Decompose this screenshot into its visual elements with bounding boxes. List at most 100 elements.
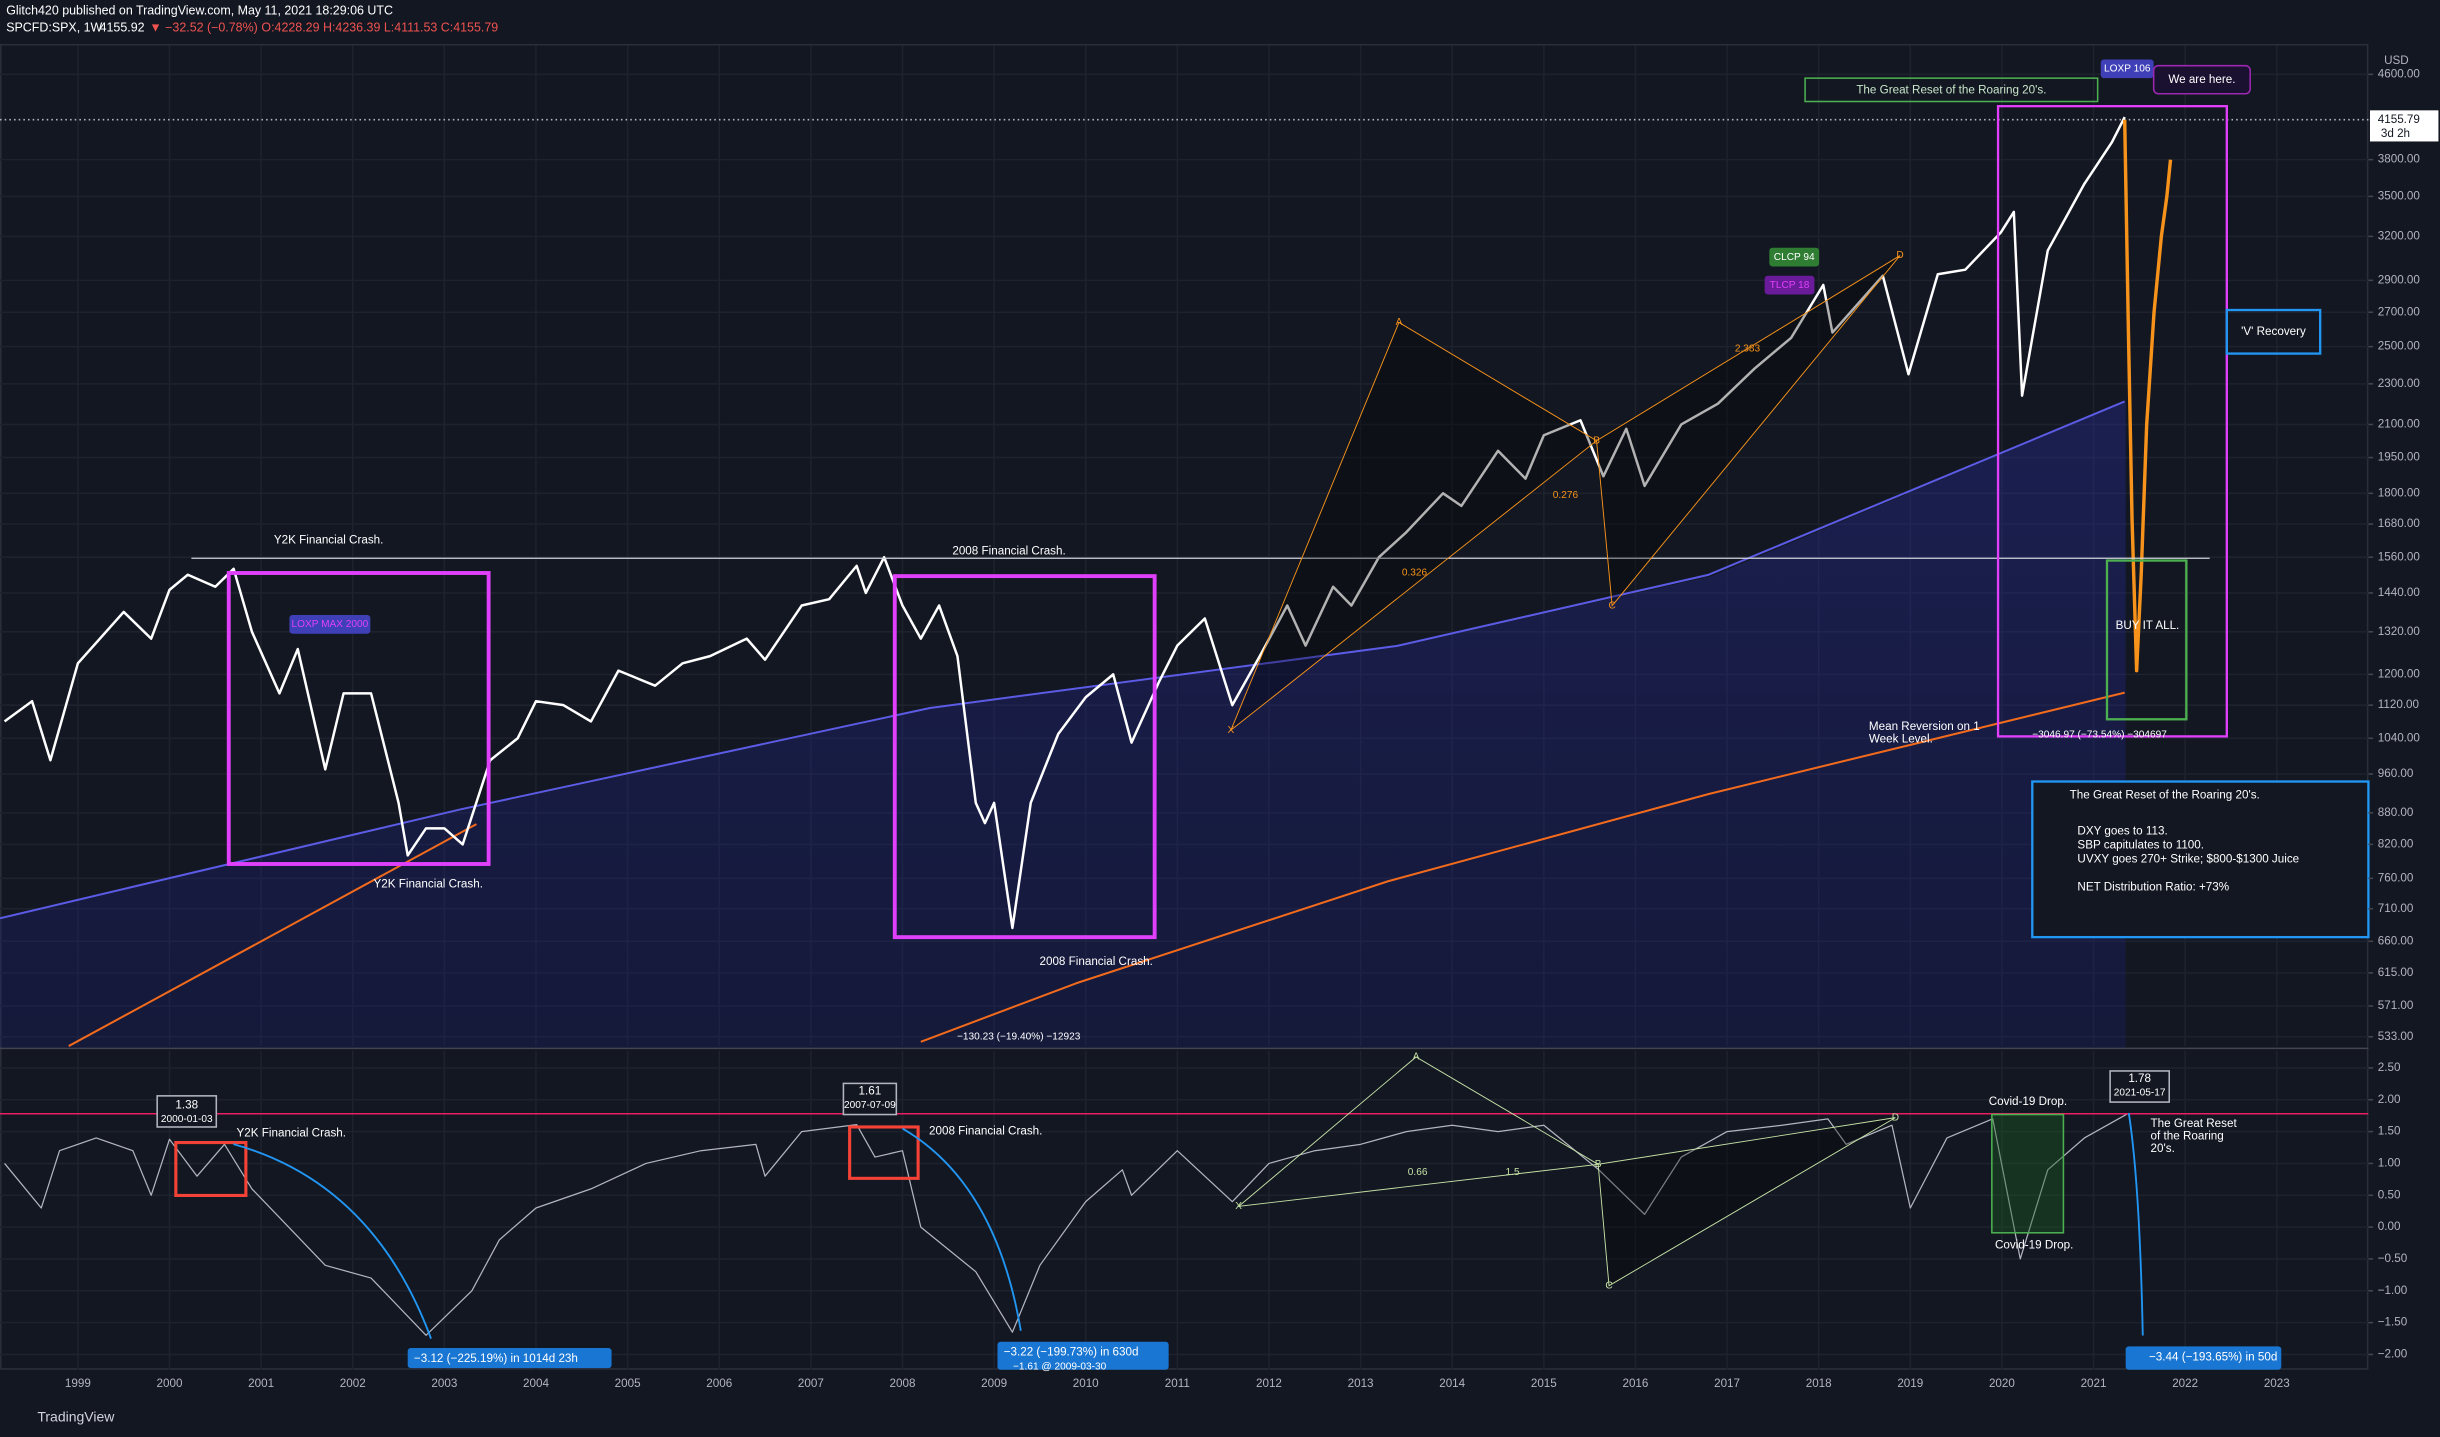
y-tick-label: 1320.00: [2378, 625, 2421, 638]
arc-1: [233, 1143, 432, 1339]
info-line: NET Distribution Ratio: +73%: [2077, 880, 2229, 893]
osc-grid: [0, 1067, 2369, 1356]
annotation: 2008 Financial Crash.: [952, 544, 1065, 557]
loxp-box: [289, 615, 371, 634]
annotation: 'V' Recovery: [2241, 325, 2306, 338]
annotation: B: [1595, 1159, 1602, 1170]
info-line: DXY goes to 113.: [2077, 824, 2167, 837]
peak2-box: [842, 1082, 898, 1116]
y-tick-label: −0.50: [2378, 1252, 2408, 1265]
y-tick-label: 1.50: [2378, 1125, 2401, 1138]
annotation: 1.38: [175, 1098, 198, 1111]
crash2008-box: [892, 574, 1157, 940]
x-tick-label: 2011: [1165, 1377, 1190, 1390]
y-tick-label: 3500.00: [2378, 189, 2421, 202]
annotation: We are here.: [2168, 73, 2235, 86]
annotation: 1.5: [1506, 1167, 1520, 1178]
y-tick-label: 2100.00: [2378, 418, 2421, 431]
annotation: Covid-19 Drop.: [1989, 1095, 2067, 1108]
annotation: C: [1608, 600, 1615, 611]
y-tick-label: 960.00: [2378, 767, 2414, 780]
osc-harmonic-2: [1597, 1117, 1896, 1287]
x-tick-label: 2009: [981, 1377, 1007, 1390]
y-tick-label: 880.00: [2378, 806, 2414, 819]
y-tick-label: 1680.00: [2378, 517, 2421, 530]
osc-box-2: [848, 1125, 920, 1180]
y-tick-label: 1200.00: [2378, 667, 2421, 680]
annotation: 0.276: [1553, 490, 1579, 501]
x-tick-label: 2010: [1073, 1377, 1099, 1390]
frame: [0, 43, 2369, 1370]
y-tick-label: 1560.00: [2378, 550, 2421, 563]
y-tick-label: −1.00: [2378, 1284, 2408, 1297]
y-tick-label: 2700.00: [2378, 305, 2421, 318]
info-title: The Great Reset of the Roaring 20's.: [2070, 789, 2260, 802]
countdown: 3d 2h: [2381, 127, 2410, 140]
x-tick-label: 2019: [1897, 1377, 1923, 1390]
annotation: Y2K Financial Crash.: [237, 1126, 347, 1139]
drop2-box: [997, 1341, 1169, 1370]
annotation: −3.22 (−199.73%) in 630d: [1004, 1346, 1139, 1359]
y-tick-label: 2500.00: [2378, 340, 2421, 353]
overlay-line: [0, 400, 2126, 920]
x-tick-label: 2021: [2081, 1377, 2107, 1390]
x-tick-label: 2016: [1622, 1377, 1648, 1390]
annotation: Y2K Financial Crash.: [274, 533, 383, 546]
y-tick-label: 615.00: [2378, 966, 2414, 979]
last-price-label: 4155.79: [2378, 113, 2420, 126]
annotation: D: [1896, 250, 1903, 261]
y-tick-label: 660.00: [2378, 934, 2414, 947]
info-line: UVXY goes 270+ Strike; $800-$1300 Juice: [2077, 852, 2299, 865]
y-tick-label: 0.50: [2378, 1188, 2401, 1201]
y2k-box: [226, 571, 491, 866]
annotation: LOXP MAX 2000: [291, 619, 368, 630]
x-tick-label: 2004: [523, 1377, 549, 1390]
peak3-box: [2109, 1070, 2171, 1103]
annotation: 2008 Financial Crash.: [929, 1125, 1042, 1138]
harmonic-1: [1229, 321, 1598, 732]
x-tick-label: 2020: [1989, 1377, 2015, 1390]
currency: USD: [2384, 54, 2409, 67]
x-tick-label: 2007: [798, 1377, 824, 1390]
annotation: 1.61: [859, 1084, 882, 1097]
annotation: 2.383: [1735, 344, 1761, 355]
overlay-line: [920, 691, 2125, 1043]
tlcp-box: [1764, 275, 1815, 295]
annotation: −3.12 (−225.19%) in 1014d 23h: [414, 1352, 578, 1365]
clcp-box: [1769, 247, 1820, 267]
price-line: [3, 116, 2126, 930]
x-tick-label: 2023: [2264, 1377, 2290, 1390]
ohlc: O:4228.29 H:4236.39 L:4111.53 C:4155.79: [261, 21, 498, 35]
y-tick-label: 3800.00: [2378, 153, 2421, 166]
annotation: Y2K Financial Crash.: [373, 877, 483, 890]
annotation: CLCP 94: [1774, 252, 1815, 263]
annotation: −130.23 (−19.40%) −12923: [957, 1031, 1081, 1042]
annotation: 0.66: [1408, 1167, 1428, 1178]
last-price-box: [2369, 110, 2439, 142]
x-tick-label: 2018: [1806, 1377, 1832, 1390]
change: ▼ −32.52 (−0.78%): [149, 21, 257, 35]
y-tick-label: 571.00: [2378, 999, 2414, 1012]
x-tick-label: 2017: [1714, 1377, 1740, 1390]
annotation: −3046.97 (−73.54%) −304697: [2032, 730, 2167, 741]
y-tick-label: 1950.00: [2378, 451, 2421, 464]
y-tick-label: 1440.00: [2378, 586, 2421, 599]
x-tick-label: 2022: [2172, 1377, 2198, 1390]
arc-3: [2127, 1112, 2144, 1336]
x-tick-label: 2001: [248, 1377, 274, 1390]
price-line: [4, 1113, 2128, 1336]
y-tick-label: 1040.00: [2378, 731, 2421, 744]
osc-pane: [0, 1112, 2369, 1336]
x-tick-label: 2014: [1439, 1377, 1465, 1390]
x-tick-label: 2000: [157, 1377, 183, 1390]
info-line: SBP capitulates to 1100.: [2077, 838, 2204, 851]
y-tick-label: −1.50: [2378, 1316, 2408, 1329]
drop3-box: [2125, 1346, 2282, 1370]
info-box: [2031, 780, 2370, 939]
drop1-box: [407, 1347, 612, 1369]
annotation: −3.44 (−193.65%) in 50d: [2149, 1350, 2277, 1363]
y-tick-label: 1800.00: [2378, 486, 2421, 499]
annotation: −1.61 @ 2009-03-30: [1013, 1361, 1107, 1372]
